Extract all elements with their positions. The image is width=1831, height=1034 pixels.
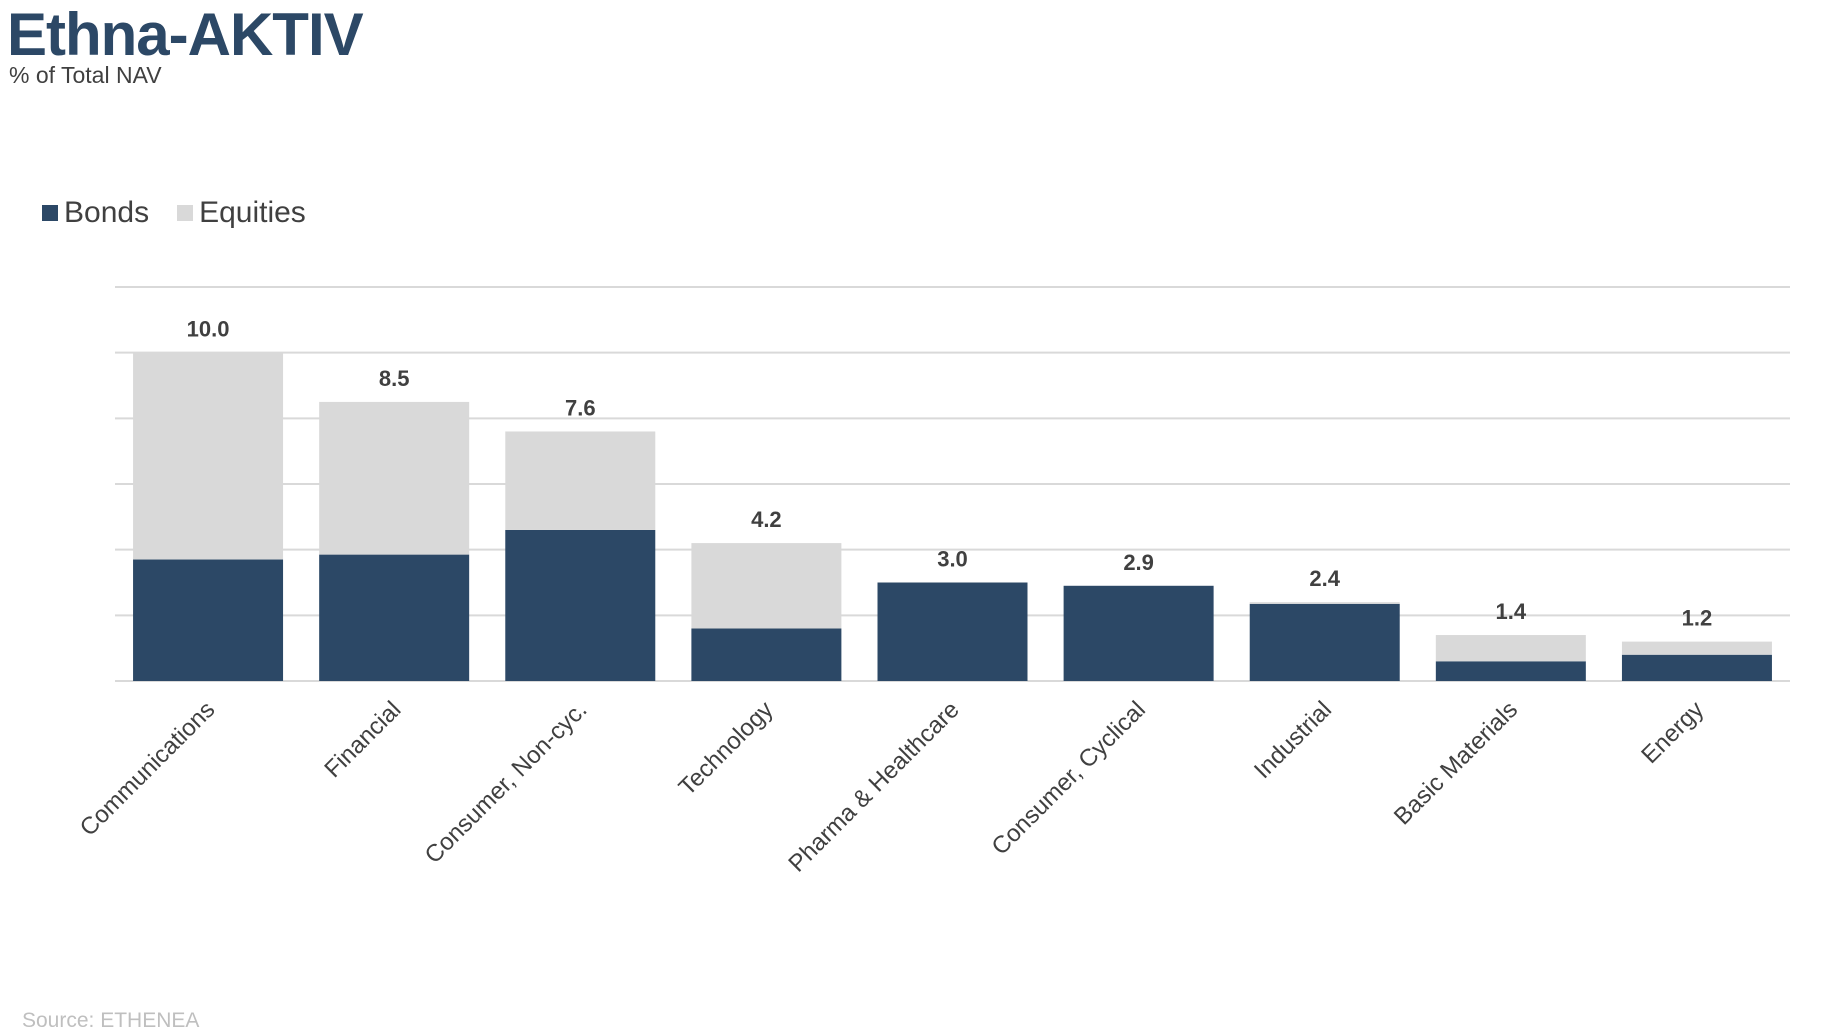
bar-equities-8 [1621,641,1772,655]
source-note: Source: ETHENEA [22,1009,200,1032]
data-label-total: 7.6 [565,395,596,420]
page-subtitle: % of Total NAV [9,62,162,88]
x-tick-label: Industrial [1249,696,1337,784]
bar-bonds-7 [1435,661,1586,681]
bar-equities-1 [319,401,470,555]
x-tick-label: Financial [319,696,406,783]
bar-equities-7 [1435,635,1586,662]
bar-bonds-3 [691,628,842,681]
bar-bonds-1 [319,554,470,681]
data-label-total: 2.9 [1123,550,1154,575]
data-label-total: 1.2 [1682,606,1713,631]
chart-legend: Bonds Equities [42,196,334,230]
legend-swatch-equities [177,205,194,221]
bar-bonds-8 [1621,654,1772,681]
x-tick-label: Energy [1636,696,1709,769]
x-tick-label: Basic Materials [1389,696,1523,830]
x-tick-label: Consumer, Cyclical [987,696,1151,860]
data-label-total: 3.0 [937,547,968,572]
bar-equities-6 [1249,602,1400,604]
data-label-total: 1.4 [1496,599,1527,624]
data-label-total: 2.4 [1309,566,1340,591]
bar-bonds-0 [133,559,284,681]
x-tick-label: Technology [674,696,779,801]
legend-label-equities: Equities [199,196,306,229]
legend-swatch-bonds [42,205,58,221]
bar-bonds-6 [1249,603,1400,681]
x-tick-label: Consumer, Non-cyc. [420,696,593,869]
bar-equities-2 [505,431,656,530]
bar-equities-0 [133,352,284,560]
data-label-total: 8.5 [379,366,410,391]
legend-item-bonds: Bonds [42,196,149,230]
legend-label-bonds: Bonds [64,196,150,229]
bar-bonds-4 [877,582,1028,681]
x-tick-label: Pharma & Healthcare [783,696,964,877]
data-label-total: 4.2 [751,507,782,532]
legend-item-equities: Equities [177,196,306,230]
bar-bonds-5 [1063,585,1214,681]
page-title: Ethna-AKTIV [7,1,364,68]
bar-bonds-2 [505,529,656,681]
x-tick-label: Communications [75,696,220,841]
data-label-total: 10.0 [187,317,230,342]
bar-equities-3 [691,543,842,629]
